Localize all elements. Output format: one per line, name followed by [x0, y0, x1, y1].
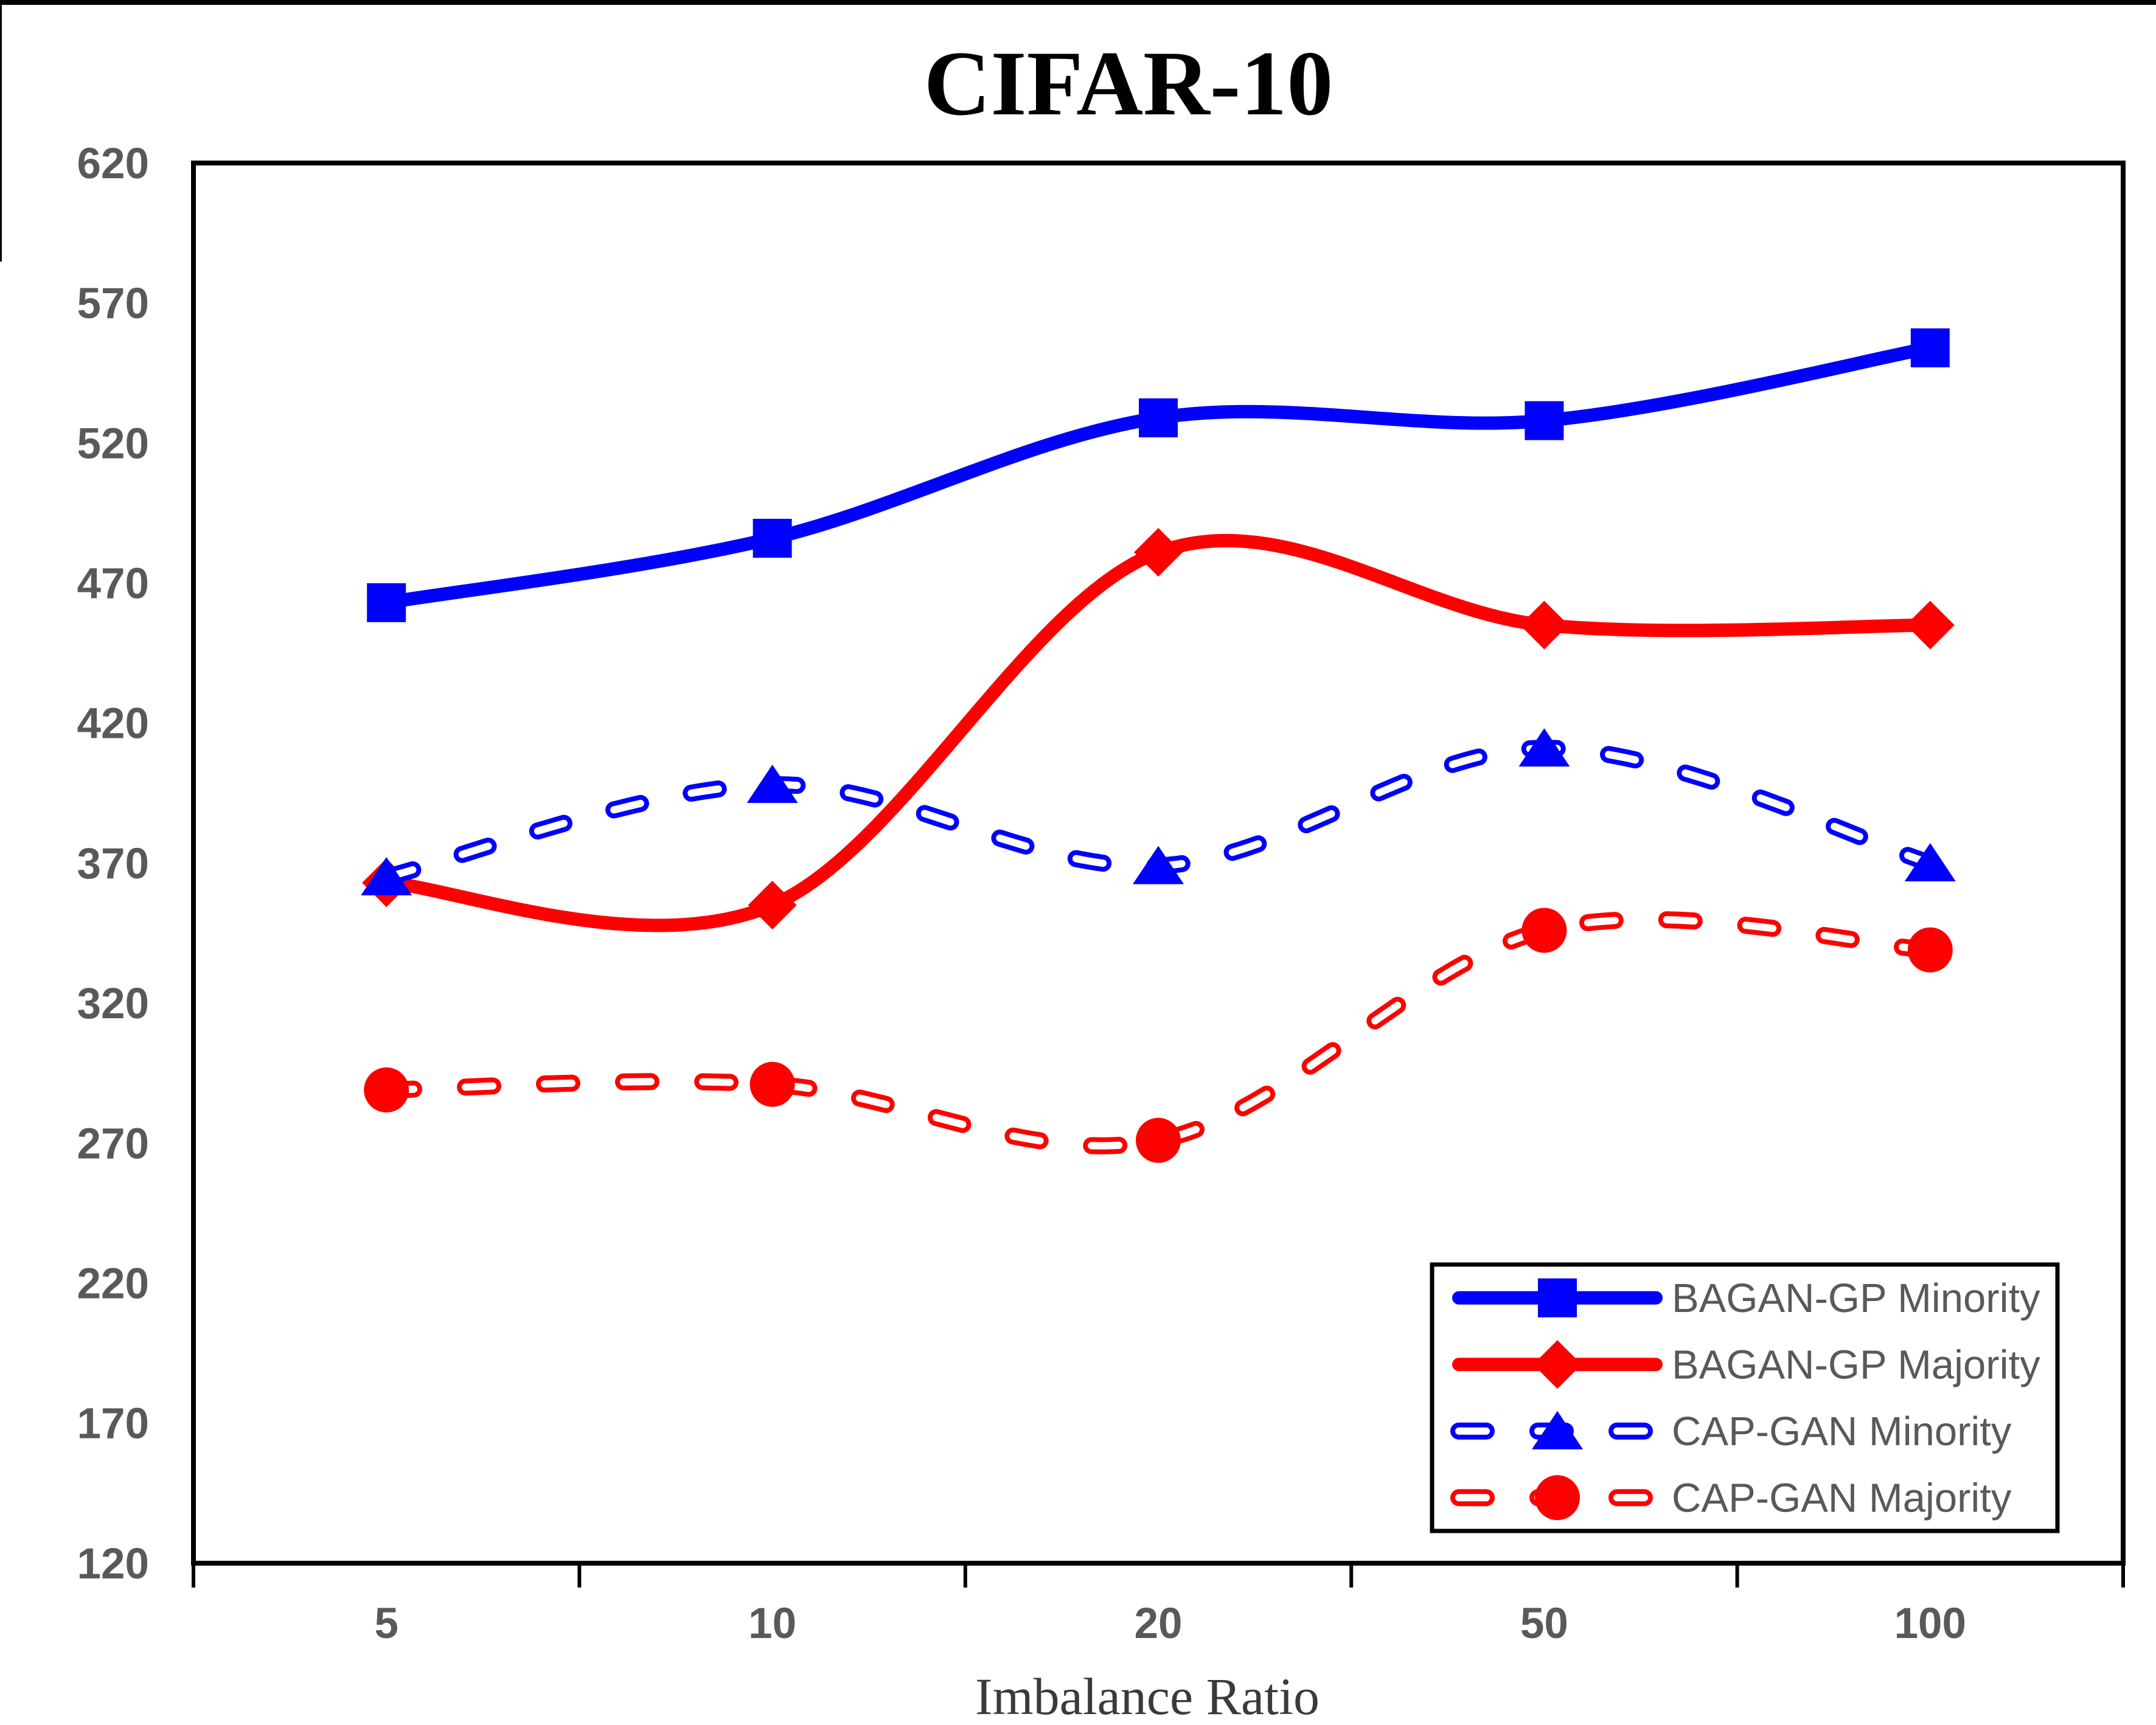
legend-cap-gan-majority-label: CAP-GAN Majority — [1672, 1476, 2012, 1521]
series-cap-gan-minority-marker-triangle — [1904, 843, 1956, 881]
series-cap-gan-majority-marker-circle — [1907, 927, 1953, 973]
legend-bagan-gp-majority-marker-diamond — [1533, 1340, 1582, 1389]
y-axis-tick-label: 270 — [77, 1120, 149, 1168]
series-bagan-gp-minority-marker-square — [1139, 398, 1178, 437]
series-cap-gan-minority-marker-triangle — [1133, 845, 1184, 884]
series-bagan-gp-minority-marker-square — [1910, 328, 1950, 367]
legend-bagan-gp-minority-label: BAGAN-GP Minority — [1672, 1276, 2040, 1321]
y-axis-tick-label: 370 — [77, 840, 149, 888]
chart-title: CIFAR-10 — [924, 32, 1334, 134]
y-axis-tick-label: 320 — [77, 980, 149, 1028]
window-left-edge — [0, 0, 2, 262]
x-axis-tick-label: 100 — [1894, 1600, 1966, 1648]
series-cap-gan-minority-marker-triangle — [361, 857, 412, 896]
y-axis-tick-label: 470 — [77, 560, 149, 608]
legend-box — [1430, 1262, 2060, 1533]
series-cap-gan-majority-line — [378, 911, 1939, 1154]
y-axis-tick-label: 570 — [77, 280, 149, 328]
y-axis-tick-label: 520 — [77, 420, 149, 468]
series-cap-gan-minority-marker-triangle — [746, 765, 798, 803]
legend-cap-gan-minority-label: CAP-GAN Minority — [1672, 1409, 2012, 1454]
legend-bagan-gp-majority-label: BAGAN-GP Majority — [1672, 1342, 2040, 1388]
series-cap-gan-majority-marker-circle — [364, 1067, 409, 1112]
window-top-edge — [0, 0, 2156, 5]
plot-area-border — [191, 161, 2126, 1566]
series-cap-gan-majority-marker-circle — [1136, 1117, 1181, 1163]
y-axis-tick-label: 120 — [77, 1540, 149, 1588]
legend-cap-gan-majority-marker-circle — [1535, 1475, 1580, 1521]
y-axis-tick-label: 620 — [77, 140, 149, 188]
series-bagan-gp-majority-marker-diamond — [748, 881, 797, 930]
series-bagan-gp-minority-marker-square — [367, 583, 406, 622]
series-bagan-gp-minority-marker-square — [1525, 401, 1564, 440]
series-bagan-gp-majority-marker-diamond — [1520, 600, 1569, 650]
legend-bagan-gp-minority-marker-square — [1538, 1278, 1577, 1317]
x-axis-title: Imbalance Ratio — [975, 1667, 1320, 1725]
y-axis-tick-label: 220 — [77, 1260, 149, 1308]
series-bagan-gp-majority-marker-diamond — [1905, 600, 1955, 650]
series-cap-gan-majority-marker-circle — [749, 1061, 795, 1107]
x-axis-tick-label: 5 — [374, 1600, 398, 1648]
series-cap-gan-majority-line-core — [383, 915, 1934, 1150]
x-axis-tick-label: 20 — [1135, 1600, 1183, 1648]
legend-cap-gan-minority-marker-triangle — [1532, 1411, 1583, 1449]
x-axis-tick-label: 10 — [748, 1600, 796, 1648]
series-bagan-gp-minority-marker-square — [753, 518, 792, 558]
x-axis-tick-label: 50 — [1520, 1600, 1568, 1648]
y-axis-tick-label: 420 — [77, 700, 149, 748]
y-axis-tick-label: 170 — [77, 1400, 149, 1448]
series-cap-gan-minority-marker-triangle — [1518, 728, 1570, 767]
series-cap-gan-majority-marker-circle — [1521, 908, 1567, 953]
series-bagan-gp-majority-marker-diamond — [1134, 527, 1183, 577]
